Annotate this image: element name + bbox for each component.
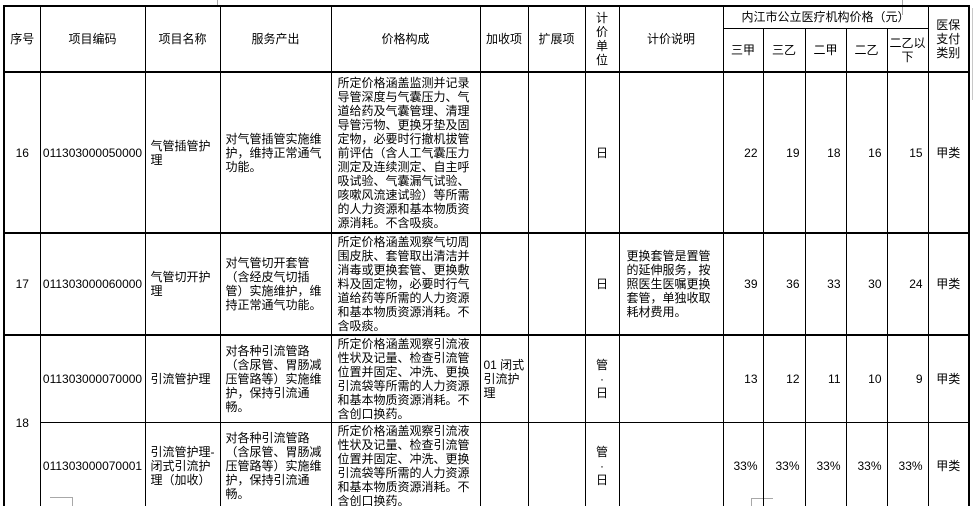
cell-price-3a: 13: [722, 334, 764, 423]
cell-price-3a: 22: [722, 71, 764, 234]
cell-name: 气管切开护理: [144, 232, 221, 336]
cell-price-2b: 10: [845, 334, 888, 423]
col-header-insurance: 医保支付类别: [927, 5, 970, 73]
col-header-composition: 价格构成: [330, 5, 481, 73]
col-header-code: 项目编码: [39, 5, 146, 73]
price-table: 序号 项目编码 项目名称 服务产出 价格构成 加收项 扩展项 计价单位 计价说明…: [3, 5, 971, 506]
cell-insurance: 甲类: [927, 334, 970, 423]
cell-price-3b: 33%: [762, 422, 806, 506]
col-header-unit: 计价单位: [584, 5, 620, 73]
cell-extension: [527, 71, 586, 234]
cell-unit: 管·日: [584, 334, 620, 423]
col-header-tier-3b: 三乙: [762, 27, 806, 73]
cell-insurance: 甲类: [927, 71, 970, 234]
cell-note: 更换套管是置管的延伸服务，按照医生医嘱更换套管，单独收取耗材费用。: [618, 232, 724, 336]
cell-output: 对各种引流管路（含尿管、胃肠减压管路等）实施维护，保持引流通畅。: [219, 334, 332, 423]
cell-price-below2b: 33%: [886, 422, 929, 506]
col-header-output: 服务产出: [219, 5, 332, 73]
cell-output: 对各种引流管路（含尿管、胃肠减压管路等）实施维护，保持引流通畅。: [219, 422, 332, 506]
cell-price-2b: 16: [845, 71, 888, 234]
col-header-extension: 扩展项: [527, 5, 586, 73]
cell-price-2b: 33%: [845, 422, 888, 506]
cell-price-3b: 19: [762, 71, 806, 234]
cell-name: 引流管护理-闭式引流护理（加收）: [144, 422, 221, 506]
cell-composition: 所定价格涵盖观察引流液性状及记量、检查引流管位置并固定、冲洗、更换引流袋等所需的…: [330, 334, 481, 423]
cell-seq: 17: [3, 232, 41, 336]
cell-note: [618, 71, 724, 234]
cell-code: 011303000050000: [39, 71, 146, 234]
cell-composition: 所定价格涵盖观察气切周围皮肤、套管取出清洁并消毒或更换套管、更换敷料及固定物，必…: [330, 232, 481, 336]
table-row-17: 17 011303000060000 气管切开护理 对气管切开套管（含经皮气切插…: [3, 232, 970, 336]
cell-unit: 日: [584, 71, 620, 234]
cell-name: 引流管护理: [144, 334, 221, 423]
cell-price-3b: 36: [762, 232, 806, 336]
cell-seq: 18: [3, 334, 41, 506]
cell-price-below2b: 24: [886, 232, 929, 336]
cell-price-2a: 33%: [804, 422, 847, 506]
header-row-2: 三甲 三乙 二甲 二乙 二乙以下: [4, 27, 969, 73]
col-header-tier-2a: 二甲: [804, 27, 847, 73]
cell-seq: 16: [3, 71, 41, 234]
cell-price-3a: 33%: [722, 422, 764, 506]
cell-composition: 所定价格涵盖监测并记录导管深度与气囊压力、气道给药及气囊管理、清理导管污物、更换…: [330, 71, 481, 234]
cell-output: 对气管切开套管（含经皮气切插管）实施维护，维持正常通气功能。: [219, 232, 332, 336]
col-header-seq: 序号: [3, 5, 41, 73]
cell-code: 011303000060000: [39, 232, 146, 336]
page-edge-mark-right: [972, 8, 973, 100]
cell-price-2a: 33: [804, 232, 847, 336]
col-header-surcharge: 加收项: [479, 5, 529, 73]
cell-price-3a: 39: [722, 232, 764, 336]
cell-price-3b: 12: [762, 334, 806, 423]
cell-note: [618, 422, 724, 506]
table-row-18a: 18 011303000070000 引流管护理 对各种引流管路（含尿管、胃肠减…: [3, 334, 970, 506]
cell-insurance: 甲类: [927, 232, 970, 336]
cell-code: 011303000070001: [39, 422, 146, 506]
cell-insurance: 甲类: [927, 422, 970, 506]
col-header-price-group: 内江市公立医疗机构价格（元）: [722, 5, 929, 29]
cell-price-2a: 18: [804, 71, 847, 234]
cell-output: 对气管插管实施维护，维持正常通气功能。: [219, 71, 332, 234]
table-row-18b: 011303000070001 引流管护理-闭式引流护理（加收） 对各种引流管路…: [4, 422, 970, 506]
cell-note: [618, 334, 724, 423]
cell-unit: 日: [584, 232, 620, 336]
cell-unit: 管·日: [584, 422, 620, 506]
cell-name: 气管插管护理: [144, 71, 221, 234]
cell-price-2b: 30: [845, 232, 888, 336]
cell-extension: [527, 422, 586, 506]
col-header-tier-3a: 三甲: [722, 27, 764, 73]
cell-surcharge: [479, 71, 529, 234]
cell-surcharge: [479, 232, 529, 336]
cell-extension: [527, 232, 586, 336]
table-row-16: 16 011303000050000 气管插管护理 对气管插管实施维护，维持正常…: [3, 71, 970, 234]
col-header-tier-below2b: 二乙以下: [886, 27, 929, 73]
page-edge-mark-top: [217, 0, 218, 6]
cell-price-below2b: 15: [886, 71, 929, 234]
cell-surcharge: [479, 422, 529, 506]
cell-price-2a: 11: [804, 334, 847, 423]
col-header-note: 计价说明: [618, 5, 724, 73]
col-header-name: 项目名称: [144, 5, 221, 73]
cell-code: 011303000070000: [39, 334, 146, 423]
cell-price-below2b: 9: [886, 334, 929, 423]
cell-composition: 所定价格涵盖观察引流液性状及记量、检查引流管位置并固定、冲洗、更换引流袋等所需的…: [330, 422, 481, 506]
cell-extension: [527, 334, 586, 423]
cell-surcharge: 01 闭式引流护理: [479, 334, 529, 423]
col-header-tier-2b: 二乙: [845, 27, 888, 73]
header-row-1: 序号 项目编码 项目名称 服务产出 价格构成 加收项 扩展项 计价单位 计价说明…: [3, 5, 970, 73]
